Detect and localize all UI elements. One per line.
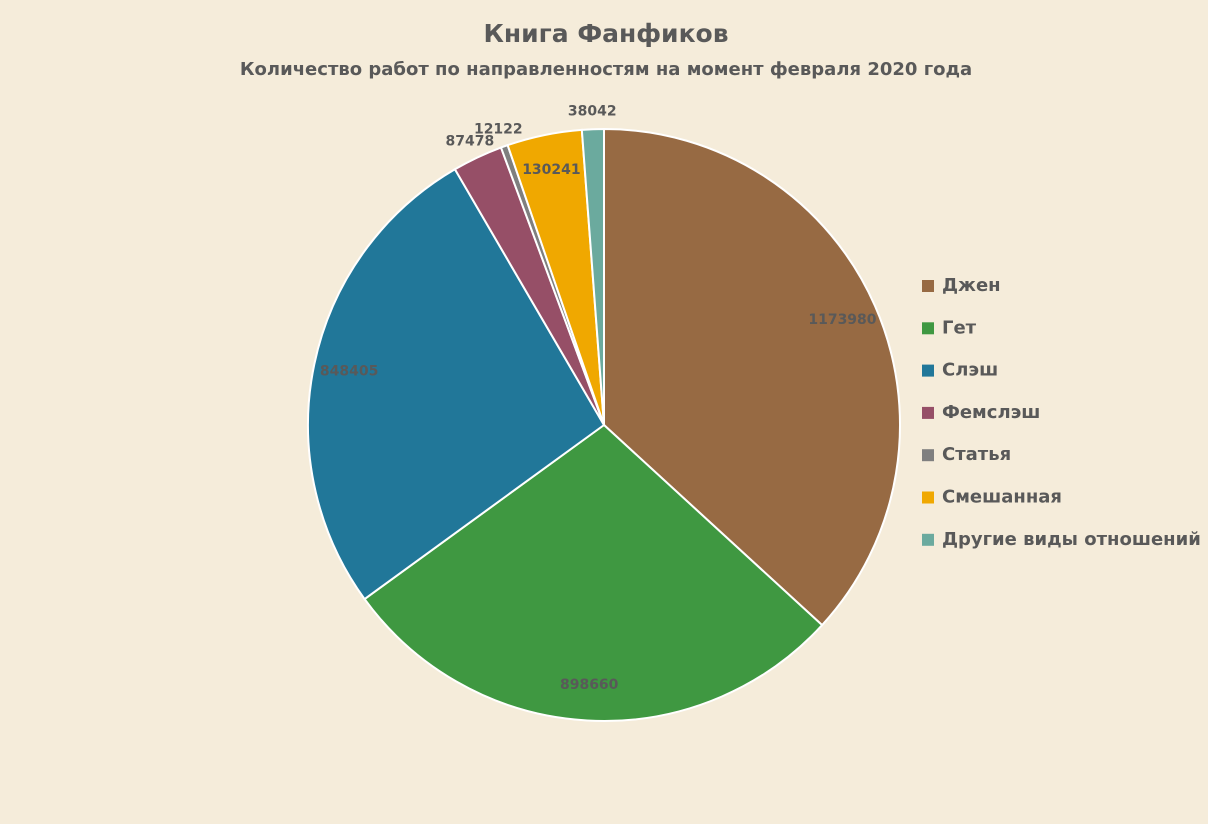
legend-label: Смешанная: [942, 487, 1062, 508]
chart-subtitle: Количество работ по направленностям на м…: [240, 59, 972, 80]
data-label: 87478: [446, 133, 495, 149]
legend-swatch: [922, 491, 934, 504]
legend-label: Фемслэш: [942, 402, 1040, 423]
legend-swatch: [922, 280, 934, 292]
legend-label: Слэш: [942, 360, 998, 381]
legend-label: Гет: [942, 317, 977, 338]
legend-label: Статья: [942, 444, 1011, 465]
pie-slice: [307, 167, 606, 601]
legend-swatch: [922, 406, 934, 419]
data-label: 38042: [568, 103, 617, 119]
chart-title: Книга Фанфиков: [483, 19, 728, 48]
legend-label: Другие виды отношений: [942, 529, 1201, 550]
pie-slice: [580, 127, 605, 426]
pie-slice: [603, 127, 901, 627]
data-label: 1173980: [808, 312, 876, 328]
legend-swatch: [922, 364, 934, 377]
data-label: 12122: [474, 122, 523, 138]
legend-label: Джен: [942, 275, 1001, 296]
pie-slice: [363, 423, 824, 722]
data-label: 130241: [522, 162, 580, 178]
data-label: 848405: [320, 363, 378, 379]
legend-swatch: [922, 322, 934, 335]
legend-swatch: [922, 533, 934, 546]
legend-swatch: [922, 449, 934, 462]
data-label: 898660: [560, 677, 619, 693]
